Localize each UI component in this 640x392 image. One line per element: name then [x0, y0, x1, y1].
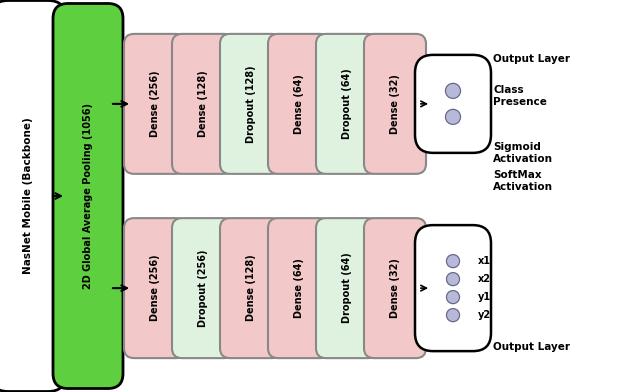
Text: Dense (32): Dense (32) — [390, 258, 400, 318]
Text: x2: x2 — [478, 274, 491, 284]
Text: 2D Global Average Pooling (1056): 2D Global Average Pooling (1056) — [83, 103, 93, 289]
Text: Dropout (64): Dropout (64) — [342, 69, 352, 139]
Circle shape — [447, 309, 460, 321]
Text: SoftMax
Activation: SoftMax Activation — [493, 170, 553, 192]
Text: Dropout (128): Dropout (128) — [246, 65, 256, 143]
Text: NasNet Mobile (Backbone): NasNet Mobile (Backbone) — [23, 118, 33, 274]
FancyBboxPatch shape — [268, 34, 330, 174]
FancyBboxPatch shape — [172, 34, 234, 174]
FancyBboxPatch shape — [415, 225, 491, 351]
Text: Dropout (256): Dropout (256) — [198, 249, 208, 327]
FancyBboxPatch shape — [172, 218, 234, 358]
Text: y1: y1 — [478, 292, 491, 302]
FancyBboxPatch shape — [124, 218, 186, 358]
Text: Dense (256): Dense (256) — [150, 255, 160, 321]
FancyBboxPatch shape — [316, 218, 378, 358]
Circle shape — [447, 255, 460, 268]
Text: Dense (128): Dense (128) — [198, 71, 208, 137]
FancyBboxPatch shape — [220, 34, 282, 174]
Circle shape — [445, 109, 461, 124]
FancyBboxPatch shape — [364, 34, 426, 174]
Text: Dense (256): Dense (256) — [150, 71, 160, 137]
Circle shape — [447, 290, 460, 304]
FancyBboxPatch shape — [415, 55, 491, 153]
Text: Sigmoid
Activation: Sigmoid Activation — [493, 142, 553, 164]
Text: Dense (128): Dense (128) — [246, 255, 256, 321]
FancyBboxPatch shape — [316, 34, 378, 174]
Text: y2: y2 — [478, 310, 491, 320]
Text: Dropout (64): Dropout (64) — [342, 253, 352, 323]
FancyBboxPatch shape — [220, 218, 282, 358]
Text: Output Layer: Output Layer — [493, 342, 570, 352]
FancyBboxPatch shape — [0, 0, 66, 392]
Text: Dense (64): Dense (64) — [294, 258, 304, 318]
Text: Class
Presence: Class Presence — [493, 85, 547, 107]
FancyBboxPatch shape — [53, 4, 123, 388]
Text: Dense (64): Dense (64) — [294, 74, 304, 134]
FancyBboxPatch shape — [364, 218, 426, 358]
FancyBboxPatch shape — [124, 34, 186, 174]
Text: Dense (32): Dense (32) — [390, 74, 400, 134]
Text: Output Layer: Output Layer — [493, 54, 570, 64]
Circle shape — [445, 83, 461, 98]
Circle shape — [447, 272, 460, 286]
Text: x1: x1 — [478, 256, 491, 266]
FancyBboxPatch shape — [268, 218, 330, 358]
